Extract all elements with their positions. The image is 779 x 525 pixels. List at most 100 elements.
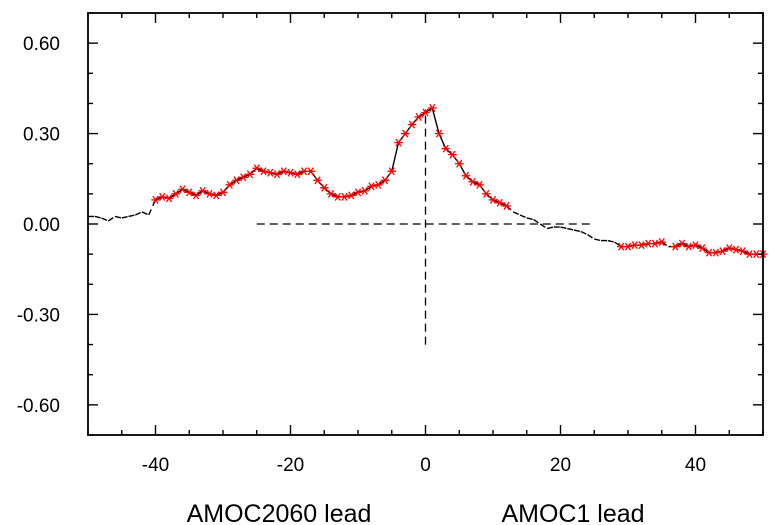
marker-stroke xyxy=(456,159,463,168)
data-point-marker xyxy=(326,189,336,198)
data-point-marker xyxy=(178,185,187,194)
series-line-segment xyxy=(533,218,541,225)
marker-stroke xyxy=(402,129,409,138)
data-point-marker xyxy=(454,159,464,168)
series-line-segment xyxy=(114,215,122,219)
marker-stroke xyxy=(348,191,355,200)
data-point-marker xyxy=(407,120,417,129)
marker-stroke xyxy=(287,168,294,177)
series-line-segment xyxy=(539,223,548,230)
data-point-marker xyxy=(650,239,660,248)
data-point-marker xyxy=(400,129,410,138)
marker-stroke xyxy=(327,189,335,198)
marker-stroke xyxy=(253,164,260,173)
y-tick-label: -0.30 xyxy=(17,305,60,326)
marker-stroke xyxy=(341,192,348,201)
marker-stroke xyxy=(422,108,429,117)
marker-stroke xyxy=(726,244,733,253)
marker-stroke xyxy=(476,180,483,189)
marker-stroke xyxy=(651,239,659,248)
data-point-marker xyxy=(380,176,390,185)
data-point-marker xyxy=(340,192,349,201)
series-line-segment xyxy=(587,233,595,240)
data-point-marker xyxy=(367,182,376,191)
marker-stroke xyxy=(361,186,368,195)
marker-stroke xyxy=(267,168,274,177)
marker-stroke xyxy=(483,189,490,198)
marker-stroke xyxy=(395,138,402,147)
data-point-marker xyxy=(481,189,491,198)
x-axis-label-left: AMOC2060 lead xyxy=(187,500,372,525)
series-line-segment xyxy=(94,215,102,219)
data-point-marker xyxy=(495,198,505,207)
marker-stroke xyxy=(719,247,726,256)
series-line-segment xyxy=(519,214,528,219)
x-axis-label-right: AMOC1 lead xyxy=(501,500,644,525)
data-point-marker xyxy=(718,247,727,256)
marker-stroke xyxy=(179,185,186,194)
series-line-segment xyxy=(607,239,615,243)
marker-stroke xyxy=(192,191,200,200)
data-point-marker xyxy=(427,103,437,112)
marker-stroke xyxy=(408,120,416,129)
data-point-marker xyxy=(279,167,289,176)
marker-stroke xyxy=(294,170,301,179)
series-line-segment xyxy=(431,107,440,134)
data-point-marker xyxy=(387,167,397,176)
marker-stroke xyxy=(199,186,206,195)
marker-stroke xyxy=(462,171,470,180)
marker-stroke xyxy=(624,242,632,251)
x-tick-label: 40 xyxy=(685,455,706,476)
data-point-marker xyxy=(286,168,295,177)
marker-stroke xyxy=(739,247,746,256)
data-point-marker xyxy=(711,248,721,257)
data-point-marker xyxy=(637,241,646,250)
y-tick-label: 0.60 xyxy=(23,34,60,55)
data-point-marker xyxy=(198,186,208,195)
x-tick-label: 20 xyxy=(550,455,571,476)
marker-stroke xyxy=(503,201,510,210)
marker-stroke xyxy=(753,250,760,259)
series-line-segment xyxy=(573,229,581,233)
data-point-marker xyxy=(373,180,383,189)
series-line-segment xyxy=(546,226,554,230)
marker-stroke xyxy=(273,170,281,179)
marker-stroke xyxy=(489,195,497,204)
marker-stroke xyxy=(705,248,713,257)
marker-stroke xyxy=(240,173,247,182)
marker-stroke xyxy=(712,248,719,257)
series-line-segment xyxy=(121,215,129,219)
data-point-marker xyxy=(738,247,748,256)
data-point-marker xyxy=(475,180,484,189)
marker-stroke xyxy=(699,244,706,253)
marker-stroke xyxy=(618,242,625,251)
series-line-segment xyxy=(614,241,622,248)
data-point-marker xyxy=(171,189,181,198)
marker-stroke xyxy=(746,250,753,259)
series-line-segment xyxy=(128,214,136,218)
marker-stroke xyxy=(300,167,308,176)
marker-stroke xyxy=(435,129,443,138)
marker-stroke xyxy=(314,176,321,185)
marker-stroke xyxy=(692,241,699,250)
series-line-segment xyxy=(101,217,109,222)
series-line-segment xyxy=(141,211,150,216)
data-point-marker xyxy=(724,244,734,253)
data-point-marker xyxy=(272,170,282,179)
data-point-marker xyxy=(306,167,316,176)
marker-stroke xyxy=(388,167,395,176)
data-point-marker xyxy=(346,191,356,200)
marker-stroke xyxy=(631,241,638,250)
data-point-marker xyxy=(731,245,741,254)
marker-stroke xyxy=(159,192,166,201)
marker-stroke xyxy=(165,194,173,203)
x-tick-label: -40 xyxy=(142,455,169,476)
data-point-marker xyxy=(623,242,633,251)
data-point-marker xyxy=(164,194,174,203)
y-tick-label: -0.60 xyxy=(17,396,60,417)
data-point-marker xyxy=(441,144,451,153)
marker-stroke xyxy=(213,191,220,200)
marker-stroke xyxy=(732,245,740,254)
marker-stroke xyxy=(172,189,179,198)
data-point-marker xyxy=(218,188,228,197)
